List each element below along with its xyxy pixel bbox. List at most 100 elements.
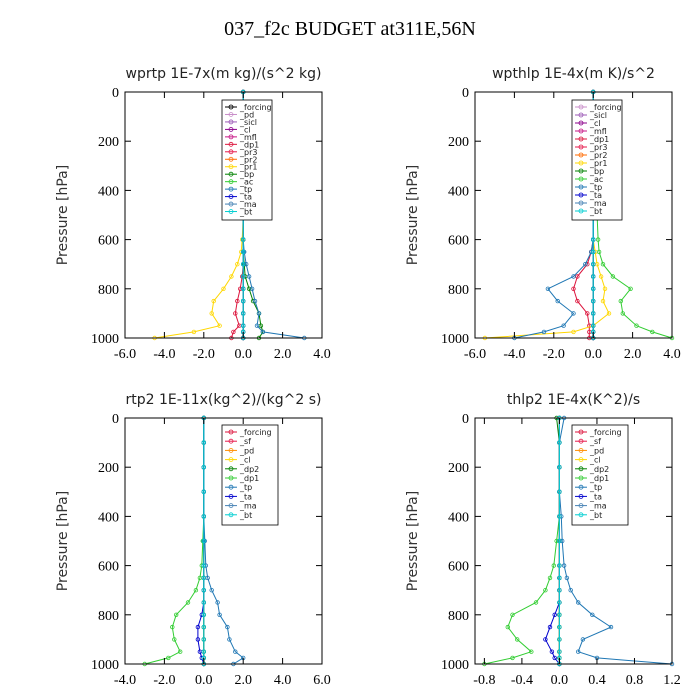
y-tick-label: 400 xyxy=(448,184,469,199)
data-point xyxy=(554,538,559,544)
legend-label: _pd xyxy=(589,446,604,455)
legend-marker xyxy=(578,457,584,463)
data-point xyxy=(246,286,252,291)
y-tick-label: 400 xyxy=(448,510,469,525)
y-tick-label: 1000 xyxy=(91,332,119,347)
y-tick-label: 200 xyxy=(448,135,469,150)
data-point xyxy=(591,274,596,279)
legend: _forcing_sicl_cl_mfl_dp1_pr3_pr2_pr1_bp_… xyxy=(571,99,623,221)
legend-marker xyxy=(228,149,234,155)
legend-marker xyxy=(578,192,584,198)
legend-label: _bt xyxy=(589,207,602,216)
data-point xyxy=(591,237,596,242)
legend-label: _bp xyxy=(589,167,604,176)
data-point xyxy=(557,612,562,617)
x-tick-label: 2.0 xyxy=(274,347,292,362)
data-point xyxy=(555,298,560,304)
legend-label: _mfl xyxy=(239,133,257,142)
data-point xyxy=(215,600,220,605)
legend-label: _pr1 xyxy=(239,163,257,172)
legend: _forcing_sf_pd_cl_dp2_dp1_tp_ta_ma_bt xyxy=(571,424,629,526)
legend-label: _cl xyxy=(239,456,251,465)
x-tick-label: -0.4 xyxy=(511,673,533,688)
legend-marker xyxy=(578,493,584,499)
data-point xyxy=(541,329,547,335)
data-point xyxy=(557,538,562,544)
data-point xyxy=(560,538,565,544)
legend-marker xyxy=(228,156,234,162)
data-point xyxy=(246,274,252,279)
legend-label: _sf xyxy=(239,437,251,446)
data-point xyxy=(510,655,515,661)
legend-label: _dp2 xyxy=(589,465,609,474)
data-point xyxy=(618,298,623,304)
legend-marker xyxy=(228,466,234,472)
figure-title: 037_f2c BUDGET at311E,56N xyxy=(224,18,476,40)
data-point xyxy=(543,588,548,593)
data-point xyxy=(217,612,222,617)
legend-box xyxy=(571,99,623,221)
x-tick-label: 0.0 xyxy=(195,673,213,688)
legend-marker xyxy=(578,484,584,490)
legend-marker xyxy=(228,503,234,509)
panel-title: rtp2 1E-11x(kg^2)/(kg^2 s) xyxy=(126,392,322,408)
x-tick-label: 0.8 xyxy=(626,673,644,688)
legend-marker xyxy=(578,144,584,150)
data-point xyxy=(240,274,246,279)
legend-label: _ac xyxy=(589,175,603,184)
data-point xyxy=(233,311,238,316)
legend-label: _bt xyxy=(239,511,252,520)
data-point xyxy=(583,262,588,267)
legend-label: _ta xyxy=(239,492,252,501)
data-point xyxy=(549,649,555,654)
data-point xyxy=(598,274,604,279)
y-tick-label: 800 xyxy=(98,609,119,624)
legend-label: _bp xyxy=(239,170,254,179)
x-tick-label: 0.0 xyxy=(584,347,602,362)
data-point xyxy=(552,612,557,617)
legend-label: _cl xyxy=(239,125,251,134)
y-tick-label: 600 xyxy=(98,234,119,249)
x-tick-label: 6.0 xyxy=(313,673,331,688)
data-point xyxy=(201,489,206,494)
x-tick-label: -2.0 xyxy=(193,347,215,362)
legend-marker xyxy=(228,104,234,110)
data-point xyxy=(221,286,226,291)
legend-marker xyxy=(578,152,584,158)
legend-marker xyxy=(578,512,584,518)
data-point xyxy=(591,298,596,304)
data-point xyxy=(515,637,520,642)
y-tick-label: 200 xyxy=(98,135,119,150)
legend-label: _tp xyxy=(239,185,252,194)
data-point xyxy=(201,588,206,593)
data-point xyxy=(177,649,183,654)
data-point xyxy=(240,249,246,255)
legend-label: _ma xyxy=(239,200,257,209)
data-point xyxy=(201,649,206,654)
data-point xyxy=(529,649,534,654)
legend-marker xyxy=(578,104,584,110)
legend-marker xyxy=(228,164,234,170)
data-point xyxy=(240,237,246,242)
data-point xyxy=(201,563,206,568)
legend-marker xyxy=(578,208,584,214)
legend-label: _ma xyxy=(589,199,607,208)
legend-label: _forcing xyxy=(589,103,622,112)
data-point xyxy=(620,311,625,316)
x-tick-label: 4.0 xyxy=(663,347,681,362)
y-tick-label: 800 xyxy=(98,283,119,298)
data-point xyxy=(591,262,596,267)
data-point xyxy=(260,329,266,335)
legend-label: _pr2 xyxy=(239,155,257,164)
data-point xyxy=(545,286,551,291)
data-point xyxy=(557,624,562,630)
data-point xyxy=(209,588,214,593)
legend-label: _pd xyxy=(239,446,254,455)
x-tick-label: -2.0 xyxy=(153,673,175,688)
legend-label: _dp2 xyxy=(239,465,259,474)
legend: _forcing_sf_pd_cl_dp2_dp1_tp_ta_ma_bt xyxy=(221,424,279,526)
y-tick-label: 600 xyxy=(448,560,469,575)
legend-marker xyxy=(578,466,584,472)
data-point xyxy=(571,311,576,316)
